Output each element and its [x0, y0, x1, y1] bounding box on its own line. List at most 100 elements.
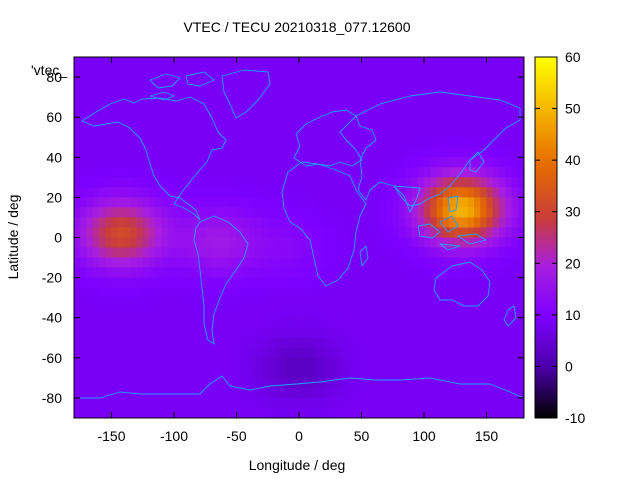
heatmap-cell: [311, 237, 319, 249]
heatmap-cell: [286, 387, 294, 399]
heatmap-cell: [280, 107, 288, 118]
heatmap-cell: [367, 107, 375, 118]
heatmap-cell: [186, 287, 194, 299]
heatmap-cell: [430, 237, 438, 249]
heatmap-cell: [230, 157, 238, 168]
heatmap-cell: [130, 407, 138, 418]
heatmap-cell: [142, 227, 150, 239]
heatmap-cell: [274, 227, 281, 239]
heatmap-cell: [505, 397, 513, 409]
heatmap-cell: [511, 347, 519, 359]
heatmap-cell: [155, 87, 163, 98]
heatmap-cell: [380, 287, 388, 299]
heatmap-cell: [124, 87, 131, 98]
heatmap-cell: [349, 277, 356, 289]
heatmap-cell: [192, 277, 200, 289]
heatmap-cell: [224, 297, 231, 309]
heatmap-cell: [155, 367, 163, 379]
heatmap-cell: [380, 397, 388, 409]
heatmap-cell: [280, 187, 288, 198]
heatmap-cell: [455, 117, 463, 128]
heatmap-cell: [430, 197, 438, 209]
heatmap-cell: [292, 57, 300, 68]
heatmap-cell: [499, 207, 506, 219]
heatmap-cell: [392, 77, 400, 88]
heatmap-cell: [380, 67, 388, 78]
heatmap-cell: [311, 227, 319, 239]
heatmap-cell: [274, 197, 281, 209]
colorbar-tick-label: -10: [565, 410, 585, 426]
heatmap-cell: [399, 107, 406, 118]
heatmap-cell: [267, 67, 275, 78]
heatmap-cell: [155, 157, 163, 168]
heatmap-cell: [80, 187, 88, 198]
heatmap-cell: [499, 347, 506, 359]
heatmap-cell: [336, 197, 344, 209]
heatmap-cell: [161, 317, 169, 329]
heatmap-cell: [511, 207, 519, 219]
heatmap-cell: [230, 237, 238, 249]
heatmap-cell: [267, 337, 275, 349]
heatmap-cell: [492, 287, 500, 299]
heatmap-cell: [211, 297, 219, 309]
heatmap-cell: [517, 307, 524, 319]
y-tick-label: -40: [42, 310, 62, 326]
heatmap-cell: [299, 307, 306, 319]
heatmap-cell: [186, 57, 194, 68]
heatmap-cell: [192, 167, 200, 178]
heatmap-cell: [242, 117, 250, 128]
heatmap-cell: [249, 287, 256, 299]
heatmap-cell: [117, 107, 125, 118]
heatmap-cell: [199, 347, 206, 359]
heatmap-cell: [342, 157, 350, 168]
heatmap-cell: [492, 337, 500, 349]
heatmap-cell: [430, 217, 438, 229]
heatmap-cell: [274, 377, 281, 389]
heatmap-cell: [242, 67, 250, 78]
heatmap-cell: [236, 397, 244, 409]
heatmap-cell: [217, 307, 225, 319]
heatmap-cell: [386, 357, 394, 369]
heatmap-cell: [180, 147, 188, 158]
heatmap-cell: [430, 387, 438, 399]
heatmap-cell: [411, 167, 419, 178]
heatmap-cell: [442, 357, 450, 369]
heatmap-cell: [355, 407, 363, 418]
heatmap-cell: [242, 387, 250, 399]
heatmap-cell: [292, 187, 300, 198]
heatmap-cell: [105, 287, 113, 299]
heatmap-cell: [167, 67, 175, 78]
heatmap-cell: [430, 377, 438, 389]
heatmap-cell: [149, 187, 156, 198]
heatmap-cell: [342, 177, 350, 188]
heatmap-cell: [236, 407, 244, 418]
heatmap-cell: [355, 207, 363, 219]
heatmap-cell: [361, 137, 369, 148]
heatmap-cell: [505, 277, 513, 289]
colorbar: [534, 56, 558, 419]
heatmap-cell: [80, 87, 88, 98]
heatmap-cell: [361, 267, 369, 279]
x-tick-label: 100: [412, 428, 436, 444]
heatmap-cell: [186, 147, 194, 158]
heatmap-cell: [405, 387, 413, 399]
heatmap-cell: [367, 147, 375, 158]
heatmap-cell: [330, 367, 338, 379]
heatmap-cell: [299, 397, 306, 409]
coast-africa: [281, 161, 367, 287]
heatmap-cell: [205, 187, 213, 198]
heatmap-cell: [161, 377, 169, 389]
heatmap-cell: [299, 67, 306, 78]
heatmap-cell: [124, 267, 131, 279]
heatmap-cell: [130, 87, 138, 98]
heatmap-cell: [374, 127, 381, 138]
heatmap-cell: [130, 67, 138, 78]
heatmap-cell: [149, 357, 156, 369]
heatmap-cell: [324, 397, 331, 409]
heatmap-cell: [505, 287, 513, 299]
heatmap-cell: [230, 207, 238, 219]
heatmap-cell: [99, 407, 106, 418]
heatmap-cell: [374, 267, 381, 279]
heatmap-cell: [374, 227, 381, 239]
